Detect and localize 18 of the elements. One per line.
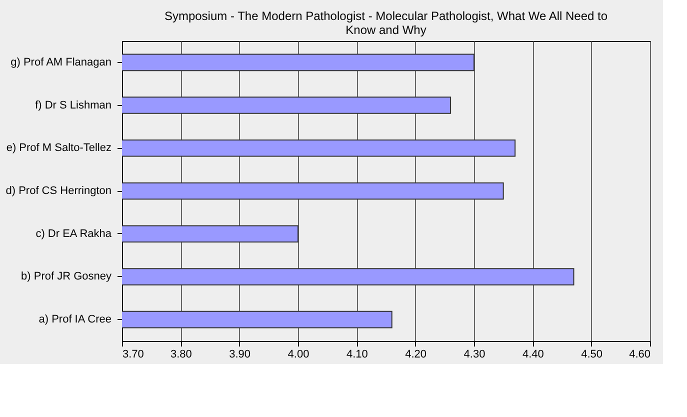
x-tick-label: 4.60: [629, 348, 650, 360]
x-tick-label: 4.20: [405, 348, 427, 360]
y-tick-label: e) Prof M Salto-Tellez: [6, 142, 112, 154]
y-tick-label: c) Dr EA Rakha: [36, 228, 112, 240]
x-tick-label: 4.50: [581, 348, 603, 360]
chart-title: Symposium - The Modern Pathologist - Molecular Pathologist, What We All Need to Know and Why: [164, 9, 608, 37]
x-tick-label: 3.70: [122, 348, 144, 360]
y-tick-label: b) Prof JR Gosney: [21, 270, 112, 283]
x-tick-label: 3.80: [170, 348, 192, 360]
y-tick-label: g) Prof AM Flanagan: [10, 56, 112, 68]
x-tick-label: 4.00: [288, 348, 310, 360]
x-tick-label: 4.40: [522, 348, 544, 360]
x-tick-label: 3.90: [229, 348, 251, 360]
y-tick-label: a) Prof IA Cree: [38, 314, 112, 326]
y-tick-label: f) Dr S Lishman: [35, 99, 112, 112]
x-tick-label: 4.10: [346, 348, 368, 360]
y-tick-label: d) Prof CS Herrington: [6, 185, 112, 197]
x-tick-label: 4.30: [464, 348, 486, 360]
